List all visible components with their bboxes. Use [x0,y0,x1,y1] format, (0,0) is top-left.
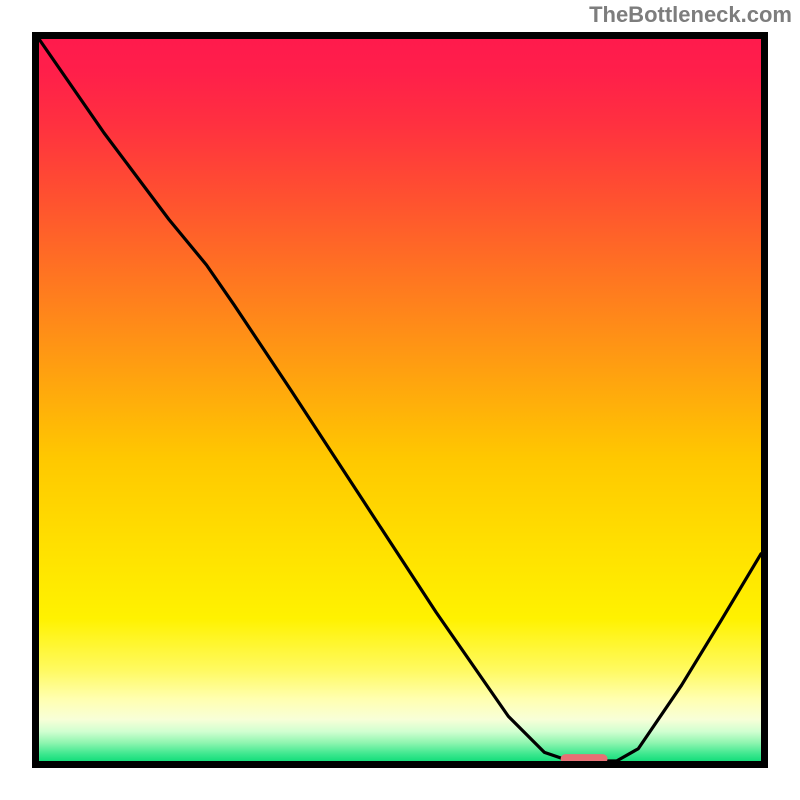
gradient-background [36,36,765,765]
watermark-label: TheBottleneck.com [589,2,792,28]
chart-container: TheBottleneck.com [0,0,800,800]
bottleneck-chart [0,0,800,800]
